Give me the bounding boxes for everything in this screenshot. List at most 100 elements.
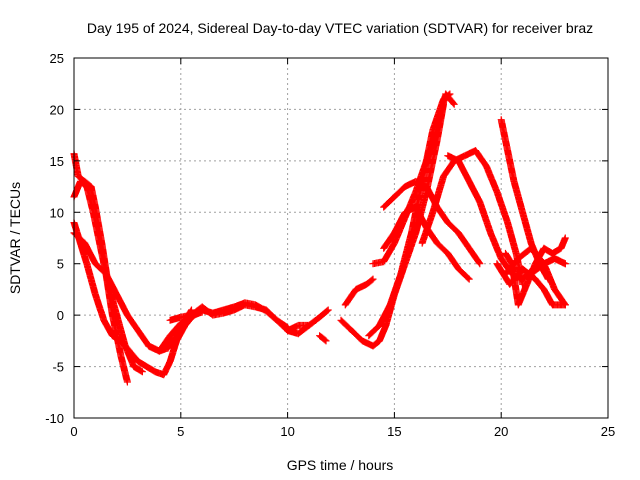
data-point: [126, 347, 141, 364]
y-tick-label: 5: [57, 257, 64, 272]
data-point: [365, 322, 382, 340]
plot-frame: [73, 57, 609, 419]
series-track-21: [527, 255, 569, 278]
data-point: [442, 90, 457, 107]
data-point: [91, 260, 109, 277]
data-point: [561, 234, 569, 242]
data-point: [504, 147, 518, 184]
data-point: [76, 239, 90, 266]
data-point: [375, 302, 393, 329]
data-point: [561, 260, 569, 268]
data-point: [433, 239, 451, 256]
data-point: [390, 184, 408, 201]
series-track-3: [70, 219, 206, 379]
series-track-14: [380, 203, 473, 283]
data-point: [100, 316, 116, 339]
data-point: [369, 275, 377, 283]
data-points: [70, 90, 569, 386]
data-point: [433, 91, 449, 134]
data-point: [117, 352, 131, 385]
y-tick-label: -5: [52, 360, 64, 375]
data-point: [502, 249, 515, 267]
data-point: [540, 285, 556, 308]
data-point: [527, 244, 547, 267]
data-point: [472, 147, 489, 169]
data-point: [527, 261, 547, 278]
data-point: [341, 287, 359, 309]
data-point: [455, 265, 472, 282]
x-tick-label: 15: [387, 424, 401, 439]
data-point: [465, 244, 483, 267]
data-point: [497, 116, 511, 153]
data-point: [134, 327, 152, 349]
data-point: [519, 208, 535, 246]
data-point: [324, 306, 332, 314]
data-point: [465, 275, 473, 283]
data-point: [444, 249, 462, 272]
data-point: [510, 177, 526, 215]
data-point: [155, 333, 173, 355]
data-point: [83, 260, 99, 297]
data-point: [164, 333, 180, 352]
data-point: [337, 316, 355, 334]
data-point: [375, 323, 389, 345]
data-point: [561, 301, 569, 309]
data-point: [551, 285, 568, 308]
series-track-4: [70, 229, 195, 355]
data-point: [531, 275, 547, 292]
series-track-6: [166, 301, 313, 338]
series-track-7: [284, 306, 332, 335]
data-point: [386, 271, 404, 309]
data-point: [89, 208, 103, 246]
x-axis-label: GPS time / hours: [287, 457, 394, 473]
data-point: [273, 316, 291, 334]
data-point: [134, 357, 150, 370]
data-point: [160, 359, 173, 379]
data-point: [363, 276, 376, 288]
data-point: [493, 188, 511, 225]
x-tick-label: 5: [177, 424, 184, 439]
data-point: [418, 210, 436, 247]
data-point: [440, 158, 457, 180]
data-point: [113, 291, 131, 318]
data-point: [476, 260, 484, 268]
data-point: [138, 368, 146, 376]
data-point: [117, 337, 133, 354]
data-point: [380, 240, 398, 266]
data-point: [262, 306, 280, 323]
data-point: [380, 194, 397, 211]
data-point: [422, 127, 441, 165]
data-point: [316, 332, 329, 344]
x-tick-label: 10: [280, 424, 294, 439]
data-point: [444, 219, 461, 236]
data-point: [188, 304, 205, 319]
data-point: [506, 266, 526, 288]
y-tick-label: 15: [50, 154, 64, 169]
data-point: [450, 100, 458, 108]
y-tick-label: 20: [50, 102, 64, 117]
data-point: [166, 338, 180, 365]
y-axis-label: SDTVAR / TECUs: [7, 182, 23, 294]
series-track-10: [341, 275, 377, 309]
data-point: [429, 174, 447, 216]
data-point: [390, 209, 408, 237]
data-point: [123, 311, 141, 333]
data-point: [487, 229, 505, 261]
data-point: [166, 320, 184, 340]
data-point: [102, 270, 120, 297]
data-point: [316, 307, 331, 321]
data-point: [476, 198, 494, 236]
x-tick-label: 0: [70, 424, 77, 439]
series-track-8: [316, 332, 330, 345]
data-point: [76, 177, 90, 190]
data-point: [482, 162, 500, 194]
data-point: [108, 332, 124, 344]
axis-ticks: 0 5 10 15 20 25 -10 -5 0 5 10 15 20 25: [45, 51, 615, 439]
data-point: [504, 219, 520, 256]
data-point: [465, 177, 483, 205]
x-tick-label: 20: [494, 424, 508, 439]
data-point: [369, 338, 382, 350]
data-point: [348, 327, 365, 344]
data-point: [455, 157, 473, 184]
